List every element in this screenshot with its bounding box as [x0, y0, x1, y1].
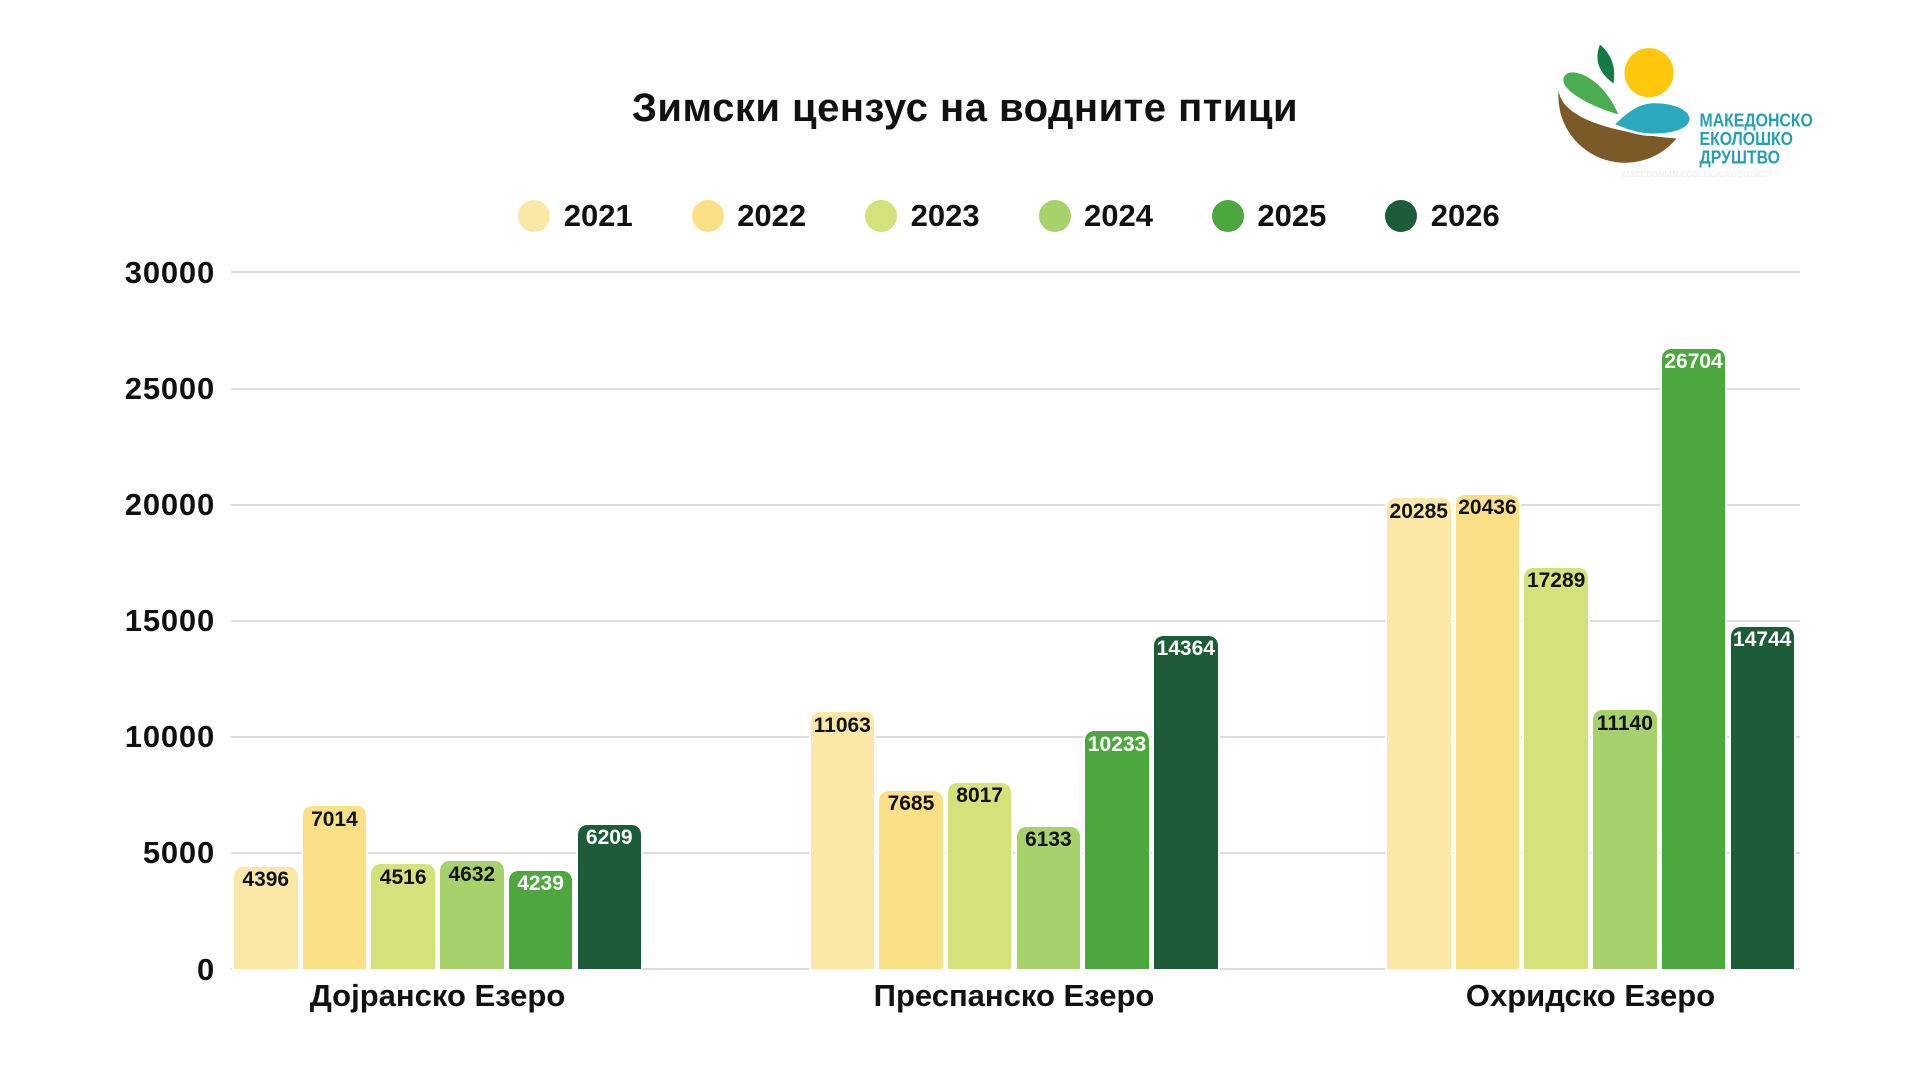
svg-text:МАКЕДОНСКО: МАКЕДОНСКО — [1700, 109, 1813, 131]
svg-text:ЕКОЛОШКО: ЕКОЛОШКО — [1700, 128, 1793, 150]
svg-text:MACEDONIAN ECOLOGICAL SOCIETY: MACEDONIAN ECOLOGICAL SOCIETY — [1622, 170, 1774, 179]
svg-text:ДРУШТВО: ДРУШТВО — [1700, 146, 1780, 168]
